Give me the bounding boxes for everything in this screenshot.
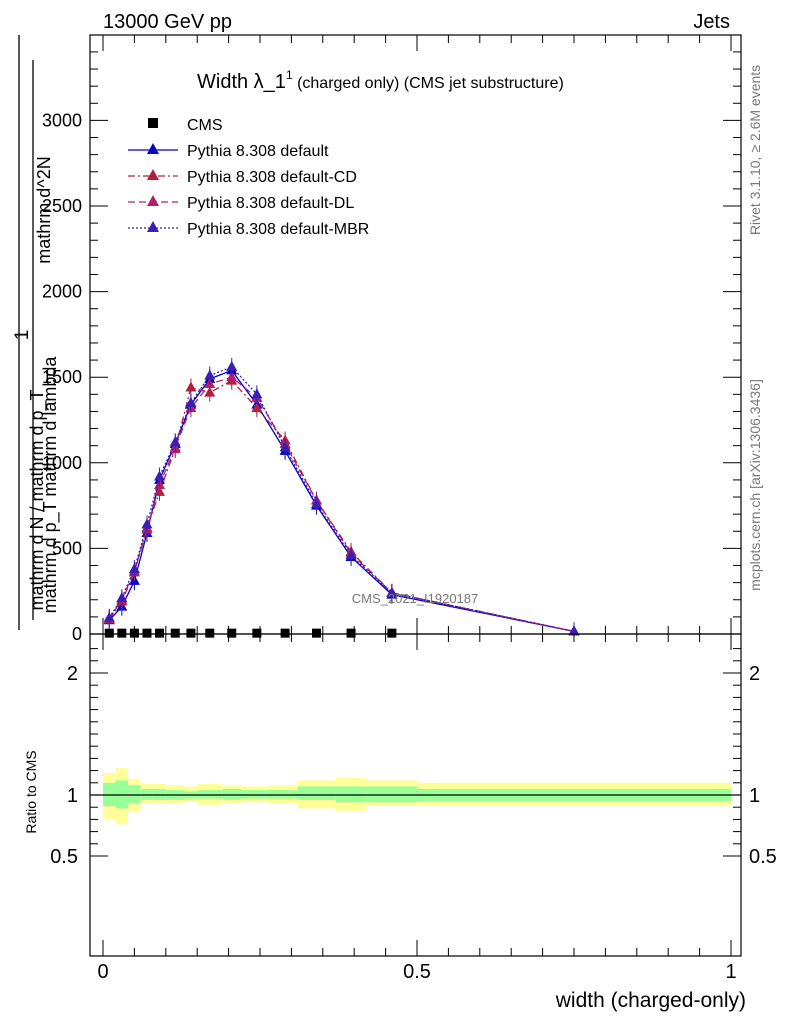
ratio-y-tick-label-left: 0.5: [50, 846, 78, 868]
uncertainty-band-green: [197, 790, 223, 799]
ylabel-main-den: mathrm d p_T mathrm d lambda: [40, 356, 61, 614]
data-point-triangle: [251, 388, 263, 399]
data-point-triangle: [568, 625, 580, 636]
data-point-square: [129, 628, 139, 638]
data-point-square: [205, 628, 215, 638]
series-line: [108, 369, 575, 633]
watermark-label: CMS_2021_I1920187: [352, 591, 479, 606]
title-rest: (charged only) (CMS jet substructure): [293, 75, 564, 92]
title-superscript: 1: [286, 68, 293, 82]
ratio-band-layer: [90, 768, 741, 825]
x-tick-label: 0.5: [403, 961, 431, 983]
data-point-square: [117, 628, 127, 638]
uncertainty-band-green: [153, 788, 166, 800]
data-point-triangle: [345, 549, 357, 560]
ratio-y-tick-label-right: 1: [749, 785, 760, 807]
header-energy-label: 13000 GeV pp: [103, 11, 232, 33]
data-point-triangle: [116, 592, 128, 603]
title-main: Width λ_1: [197, 71, 286, 93]
data-point-square: [186, 628, 196, 638]
ratio-y-tick-label-right: 0.5: [749, 846, 777, 868]
legend-label-mbr: Pythia 8.308 default-MBR: [187, 221, 369, 238]
data-point-triangle: [386, 586, 398, 597]
uncertainty-band-green: [115, 780, 129, 809]
legend-marker-cd: [147, 169, 159, 180]
legend-label-default: Pythia 8.308 default: [187, 143, 329, 160]
ylabel-main-one: 1: [12, 330, 33, 341]
data-point-triangle: [154, 470, 166, 481]
uncertainty-band-green: [366, 786, 417, 803]
x-axis-label: width (charged-only): [555, 989, 746, 1012]
y-tick-label: 500: [52, 538, 82, 558]
data-point-square: [104, 628, 114, 638]
data-point-triangle: [185, 381, 197, 392]
ylabel-main-num: mathrm d^2N: [34, 156, 54, 263]
x-tick-label: 1: [725, 961, 736, 983]
uncertainty-band-green: [266, 790, 298, 799]
data-point-square: [227, 628, 237, 638]
uncertainty-band-green: [103, 782, 116, 806]
data-point-square: [312, 628, 322, 638]
main-y-axis-label: 1 mathrm d^2N mathrm d p_T mathrm d lamb…: [12, 35, 61, 630]
series-line: [108, 379, 575, 633]
series-line: [108, 366, 575, 633]
uncertainty-band-green: [222, 788, 242, 800]
data-point-triangle: [279, 441, 291, 452]
main-axis-ticks: 0 500 1000 1500 2000 2500 3000: [42, 35, 741, 644]
ratio-y-tick-label-right: 2: [749, 663, 760, 685]
mcplots-info-label: mcplots.cern.ch [arXiv:1306.3436]: [747, 379, 763, 591]
legend-marker-default: [147, 143, 159, 154]
data-point-triangle: [128, 562, 140, 573]
legend: CMS Pythia 8.308 default Pythia 8.308 de…: [128, 117, 369, 238]
data-point-triangle: [204, 369, 216, 380]
legend-label-dl: Pythia 8.308 default-DL: [187, 195, 354, 212]
legend-label-cms: CMS: [187, 117, 223, 134]
legend-marker-mbr: [147, 221, 159, 232]
y-tick-label: 2000: [42, 282, 82, 302]
y-tick-label: 0: [72, 624, 82, 644]
data-point-triangle: [169, 436, 181, 447]
legend-marker-dl: [147, 195, 159, 206]
data-point-triangle: [141, 518, 153, 529]
data-point-triangle: [103, 611, 115, 622]
data-point-triangle: [185, 396, 197, 407]
data-point-triangle: [226, 360, 238, 371]
data-point-square: [252, 628, 262, 638]
data-point-square: [170, 628, 180, 638]
legend-marker-cms: [148, 118, 158, 128]
y-tick-label: 1000: [42, 453, 82, 473]
data-point-triangle: [251, 402, 263, 413]
data-point-square: [387, 628, 397, 638]
ylabel-main-left-den: mathrm d N / mathrm d p_T: [27, 389, 48, 610]
series-line: [108, 376, 575, 633]
data-point-square: [155, 628, 165, 638]
data-point-square: [346, 628, 356, 638]
x-axis-ticks: 0 0.5 1: [97, 961, 736, 983]
y-tick-label: 1500: [42, 367, 82, 387]
rivet-info-label: Rivet 3.1.10, ≥ 2.6M events: [747, 65, 763, 235]
legend-label-cd: Pythia 8.308 default-CD: [187, 169, 357, 186]
uncertainty-band-green: [128, 785, 141, 804]
ratio-y-tick-label-left: 2: [67, 663, 78, 685]
header-category-label: Jets: [693, 11, 730, 33]
uncertainty-band-green: [140, 788, 154, 800]
data-point-square: [142, 628, 152, 638]
x-tick-label: 0: [97, 961, 108, 983]
ratio-y-tick-label-left: 1: [67, 785, 78, 807]
data-point-triangle: [311, 497, 323, 508]
y-tick-label: 2500: [42, 196, 82, 216]
y-tick-label: 3000: [42, 110, 82, 130]
uncertainty-band-green: [297, 786, 336, 800]
uncertainty-band-green: [241, 790, 267, 799]
ratio-y-axis-label: Ratio to CMS: [23, 750, 39, 833]
data-point-triangle: [226, 371, 238, 382]
data-point-square: [280, 628, 290, 638]
ratio-axis-ticks: 0.5 0.5 1 1 2 2: [50, 634, 777, 956]
series-layer: [103, 357, 580, 641]
uncertainty-band-green: [335, 786, 367, 803]
plot-title: Width λ_11 (charged only) (CMS jet subst…: [197, 68, 564, 93]
